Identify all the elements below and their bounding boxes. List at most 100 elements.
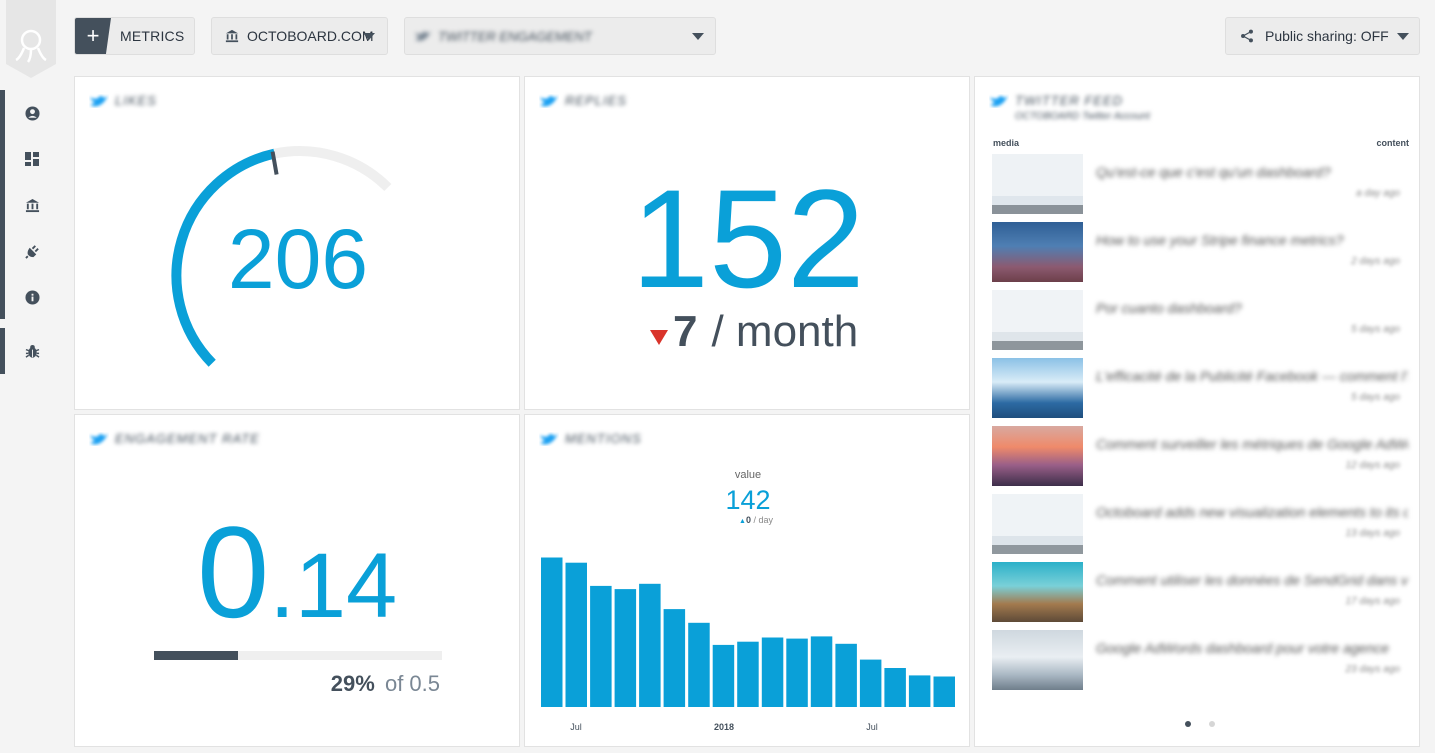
metrics-label: METRICS: [120, 28, 185, 44]
replies-widget[interactable]: REPLIES 152 7 / month: [524, 76, 970, 410]
engagement-title: ENGAGEMENT RATE: [115, 431, 260, 446]
feed-thumbnail[interactable]: [992, 630, 1083, 690]
chart-bar[interactable]: [810, 636, 833, 707]
public-sharing-toggle[interactable]: Public sharing: OFF: [1225, 17, 1420, 55]
likes-widget[interactable]: LIKES 206: [74, 76, 520, 410]
feed-item[interactable]: Qu'est-ce que c'est qu'un dashboard? a da…: [992, 154, 1412, 214]
chart-bar[interactable]: [761, 637, 784, 708]
feed-thumbnail[interactable]: [992, 154, 1083, 214]
add-metrics-button[interactable]: + METRICS: [74, 17, 195, 55]
engagement-progress-bar: [154, 651, 442, 660]
feed-item-text[interactable]: How to use your Stripe finance metrics?: [1096, 232, 1344, 248]
mentions-bar-chart: Jul 2018 Jul: [541, 557, 956, 732]
feed-item-date: 23 days ago: [1345, 664, 1401, 675]
feed-item-text[interactable]: Comment surveiller les métriques de Goog…: [1096, 436, 1408, 452]
sidebar: [0, 0, 62, 753]
chart-bar[interactable]: [614, 589, 637, 707]
mentions-value-label: value: [734, 469, 762, 481]
chart-bar[interactable]: [590, 585, 612, 707]
bank-icon[interactable]: [24, 197, 40, 213]
chart-bar[interactable]: [786, 638, 808, 707]
chart-bar[interactable]: [859, 659, 882, 707]
replies-value: 152: [631, 160, 865, 317]
octoboard-logo[interactable]: [6, 0, 56, 78]
info-icon[interactable]: [24, 289, 40, 305]
chevron-down-icon: [363, 33, 375, 40]
chart-bar[interactable]: [835, 643, 857, 707]
feed-item[interactable]: Comment surveiller les métriques de Goog…: [992, 426, 1412, 486]
dashboard-icon[interactable]: [24, 151, 40, 167]
twitter-icon: [90, 433, 108, 444]
feed-thumbnail[interactable]: [992, 358, 1083, 418]
pager-dot[interactable]: [1209, 721, 1215, 727]
likes-gauge: [171, 146, 392, 367]
user-circle-icon[interactable]: [24, 105, 40, 121]
feed-item[interactable]: Comment utiliser les données de SendGrid…: [992, 562, 1412, 622]
dashboard-select[interactable]: TWITTER ENGAGEMENT: [404, 17, 716, 55]
feed-item-date: 5 days ago: [1351, 324, 1400, 335]
chevron-down-icon: [1397, 33, 1409, 40]
feed-thumbnail[interactable]: [992, 426, 1083, 486]
engagement-int: 0: [197, 499, 270, 645]
feed-item-date: a day ago: [1356, 188, 1400, 199]
feed-item[interactable]: Por cuanto dashboard? 5 days ago: [992, 290, 1412, 350]
feed-item[interactable]: Google AdWords dashboard pour votre agen…: [992, 630, 1412, 690]
bank-icon: [225, 29, 239, 43]
chart-bar[interactable]: [639, 583, 661, 707]
feed-item[interactable]: How to use your Stripe finance metrics? 2…: [992, 222, 1412, 282]
feed-title: TWITTER FEED: [1015, 93, 1124, 108]
twitter-icon: [540, 433, 558, 444]
chart-bar[interactable]: [663, 609, 686, 707]
mentions-widget[interactable]: MENTIONS value 142 ▲0 / day Jul 2018 Jul: [524, 414, 970, 747]
feed-item[interactable]: L'efficacité de la Publicité Facebook — …: [992, 358, 1412, 418]
feed-item-date: 17 days ago: [1345, 596, 1401, 607]
chart-bar[interactable]: [565, 562, 588, 707]
chevron-down-icon: [692, 33, 704, 40]
engagement-progress-fill: [154, 651, 238, 660]
feed-thumbnail[interactable]: [992, 494, 1083, 554]
chart-bar[interactable]: [712, 644, 735, 707]
feed-item-text[interactable]: Octoboard adds new visualization element…: [1096, 504, 1408, 520]
plus-icon: +: [75, 18, 111, 54]
chart-bar[interactable]: [737, 641, 759, 707]
feed-item[interactable]: Octoboard adds new visualization element…: [992, 494, 1412, 554]
twitter-feed-widget[interactable]: TWITTER FEED OCTOBOARD Twitter Account m…: [974, 76, 1420, 747]
feed-item-date: 5 days ago: [1351, 392, 1400, 403]
feed-item-text[interactable]: Por cuanto dashboard?: [1096, 300, 1242, 316]
feed-item-text[interactable]: Google AdWords dashboard pour votre agen…: [1096, 640, 1389, 656]
chart-bar[interactable]: [884, 668, 906, 707]
twitter-icon: [540, 95, 558, 106]
feed-item-text[interactable]: L'efficacité de la Publicité Facebook — …: [1096, 368, 1408, 384]
bug-icon[interactable]: [24, 343, 40, 359]
replies-change-value: 7: [673, 307, 698, 356]
plug-icon[interactable]: [24, 243, 40, 259]
mentions-delta-value: 0: [745, 515, 751, 525]
organization-label: OCTOBOARD.COM: [247, 28, 374, 44]
chart-bar[interactable]: [908, 675, 931, 707]
chart-bar[interactable]: [933, 676, 956, 708]
engagement-of-label: of 0.5: [384, 671, 440, 696]
feed-thumbnail[interactable]: [992, 290, 1083, 350]
feed-item-text[interactable]: Comment utiliser les données de SendGrid…: [1096, 572, 1408, 588]
feed-thumbnail[interactable]: [992, 562, 1083, 622]
mentions-title: MENTIONS: [565, 431, 642, 446]
widget-title: LIKES: [89, 93, 157, 108]
widget-title: ENGAGEMENT RATE: [89, 431, 260, 446]
x-tick-label: Jul: [570, 722, 582, 732]
chart-bar[interactable]: [541, 557, 563, 708]
widget-title: REPLIES: [539, 93, 627, 108]
organization-select[interactable]: OCTOBOARD.COM: [211, 17, 388, 55]
chart-bar[interactable]: [688, 622, 710, 707]
engagement-value: 0 .14: [197, 507, 397, 637]
up-triangle-icon: ▲: [739, 518, 746, 525]
replies-title: REPLIES: [565, 93, 627, 108]
feed-thumbnail[interactable]: [992, 222, 1083, 282]
likes-title: LIKES: [115, 93, 157, 108]
engagement-rate-widget[interactable]: ENGAGEMENT RATE 0 .14 29% of 0.5: [74, 414, 520, 747]
widget-title: TWITTER FEED: [989, 93, 1123, 108]
widget-title: MENTIONS: [539, 431, 642, 446]
engagement-percent: 29%: [330, 671, 375, 696]
pager-dot-active[interactable]: [1185, 721, 1191, 727]
feed-item-text[interactable]: Qu'est-ce que c'est qu'un dashboard?: [1096, 164, 1331, 180]
mentions-value: 142: [725, 485, 771, 515]
